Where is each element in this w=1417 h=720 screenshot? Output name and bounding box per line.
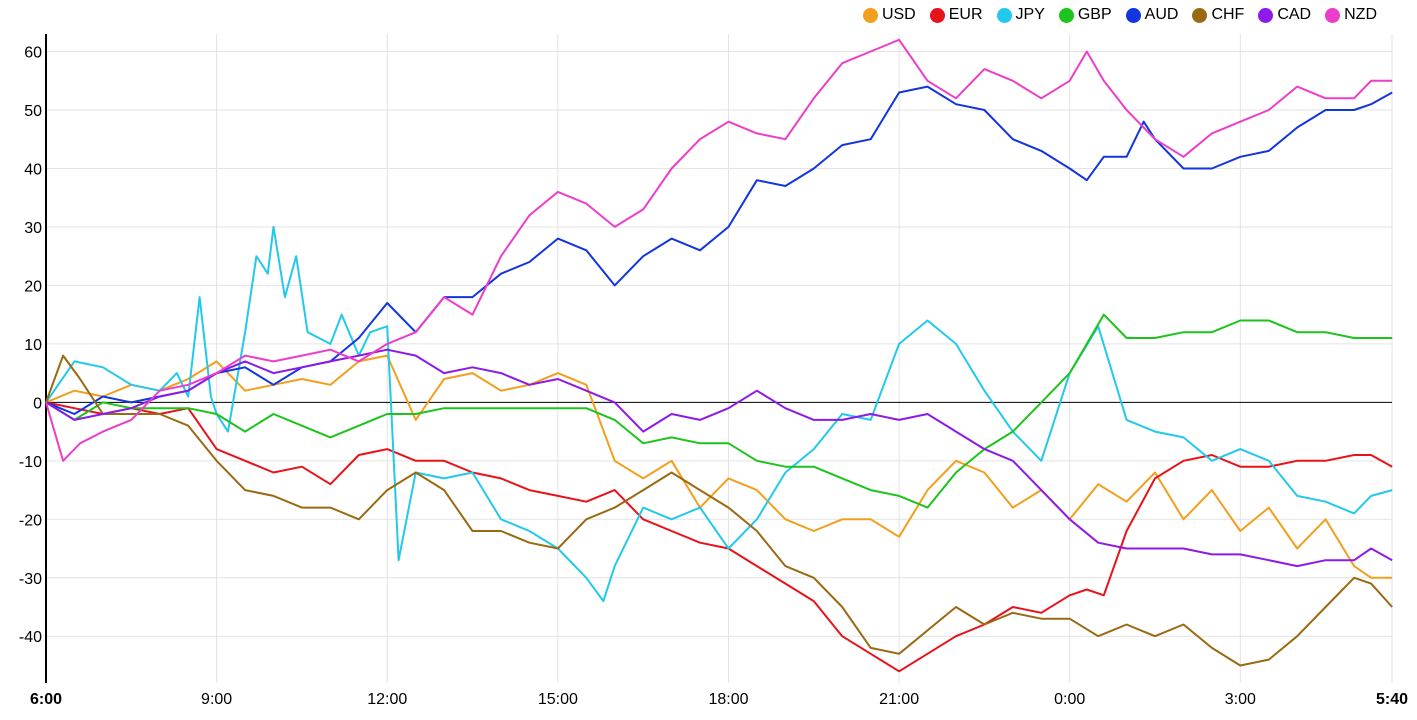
x-tick-label: 9:00 [201, 691, 232, 708]
series-line-eur [45, 401, 1393, 673]
legend-swatch [1125, 7, 1141, 23]
y-tick-label: -40 [19, 629, 42, 646]
legend-label: AUD [1144, 6, 1179, 23]
x-tick-label: 15:00 [538, 691, 578, 708]
series-line-gbp [45, 313, 1393, 509]
series-lines [45, 38, 1393, 673]
legend-item-cad[interactable]: CAD [1258, 6, 1311, 24]
legend-label: GBP [1077, 6, 1112, 23]
tick-labels: -40 -30 -20 -10 0 10 20 30 40 50 60 6:00 9:00 12:00 15… [19, 45, 1408, 708]
legend-item-jpy[interactable]: JPY [996, 6, 1045, 24]
legend-item-eur[interactable]: EUR [929, 6, 983, 24]
series-line-chf [45, 354, 1393, 667]
legend-label: NZD [1344, 6, 1377, 23]
y-tick-label: 20 [24, 278, 42, 295]
y-tick-label: 30 [24, 220, 42, 237]
y-tick-label: 0 [33, 395, 42, 412]
legend-label: CAD [1277, 6, 1312, 23]
x-tick-label: 3:00 [1225, 691, 1256, 708]
x-tick-label: 5:40 [1376, 691, 1408, 708]
legend-swatch [996, 7, 1012, 23]
legend-item-usd[interactable]: USD [862, 6, 916, 24]
legend-swatch [1058, 7, 1074, 23]
series-line-cad [45, 348, 1393, 568]
legend-item-chf[interactable]: CHF [1192, 6, 1244, 24]
legend-swatch [1192, 7, 1208, 23]
grid-lines [45, 34, 1393, 683]
y-tick-label: 40 [24, 161, 42, 178]
series-line-nzd [45, 38, 1393, 462]
axes [45, 34, 1392, 683]
y-tick-label: -20 [19, 512, 42, 529]
legend-item-aud[interactable]: AUD [1125, 6, 1179, 24]
legend-swatch [1325, 7, 1341, 23]
legend-item-nzd[interactable]: NZD [1325, 6, 1377, 24]
x-tick-label: 6:00 [30, 691, 62, 708]
legend-swatch [862, 7, 878, 23]
legend-label: EUR [948, 6, 983, 23]
series-line-aud [45, 85, 1393, 415]
y-tick-label: 60 [24, 45, 42, 62]
legend-swatch [929, 7, 945, 23]
y-tick-label: 10 [24, 337, 42, 354]
y-tick-label: 50 [24, 103, 42, 120]
x-tick-label: 12:00 [367, 691, 407, 708]
legend-label: USD [881, 6, 916, 23]
legend-label: CHF [1211, 6, 1245, 23]
legend: USD EUR JPY GBP AUD CHF CAD NZD [862, 6, 1377, 24]
x-tick-label: 18:00 [708, 691, 748, 708]
x-tick-label: 0:00 [1054, 691, 1085, 708]
x-tick-label: 21:00 [879, 691, 919, 708]
legend-item-gbp[interactable]: GBP [1058, 6, 1112, 24]
y-tick-label: -10 [19, 454, 42, 471]
series-line-usd [45, 354, 1393, 579]
legend-swatch [1258, 7, 1274, 23]
series-line-jpy [45, 225, 1393, 603]
legend-label: JPY [1015, 6, 1045, 23]
y-tick-label: -30 [19, 571, 42, 588]
